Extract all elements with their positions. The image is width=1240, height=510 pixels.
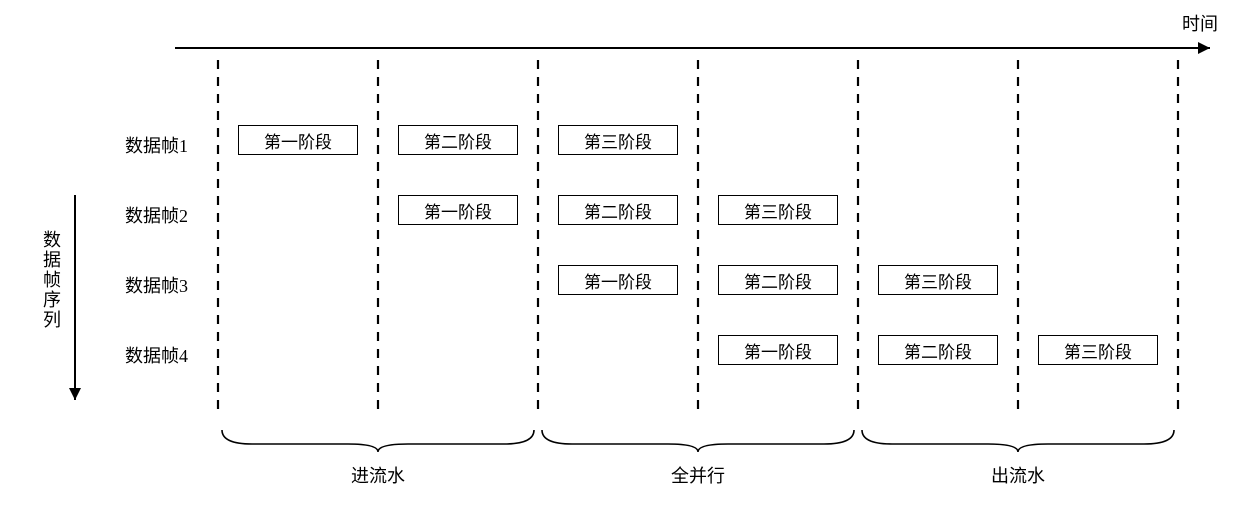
stage-box: 第三阶段 <box>1038 335 1158 365</box>
stage-box: 第三阶段 <box>878 265 998 295</box>
row-label-1: 数据帧1 <box>108 132 188 158</box>
stage-box: 第二阶段 <box>878 335 998 365</box>
stage-box: 第三阶段 <box>558 125 678 155</box>
phase-label-out: 出流水 <box>978 462 1058 488</box>
row-label-3: 数据帧3 <box>108 272 188 298</box>
time-axis-label: 时间 <box>1182 10 1218 36</box>
stage-box: 第二阶段 <box>558 195 678 225</box>
stage-box: 第一阶段 <box>398 195 518 225</box>
stage-box: 第三阶段 <box>718 195 838 225</box>
row-label-4: 数据帧4 <box>108 342 188 368</box>
stage-box: 第一阶段 <box>558 265 678 295</box>
stage-box: 第二阶段 <box>718 265 838 295</box>
sequence-axis-label: 数据帧序列 <box>38 230 64 330</box>
row-label-2: 数据帧2 <box>108 202 188 228</box>
pipeline-diagram: 时间 数据帧序列 数据帧1 数据帧2 数据帧3 数据帧4 第一阶段第二阶段第三阶… <box>0 0 1240 510</box>
phase-label-parallel: 全并行 <box>658 462 738 488</box>
stage-box: 第一阶段 <box>718 335 838 365</box>
stage-box: 第一阶段 <box>238 125 358 155</box>
svg-overlay <box>0 0 1240 510</box>
phase-label-in: 进流水 <box>338 462 418 488</box>
stage-box: 第二阶段 <box>398 125 518 155</box>
